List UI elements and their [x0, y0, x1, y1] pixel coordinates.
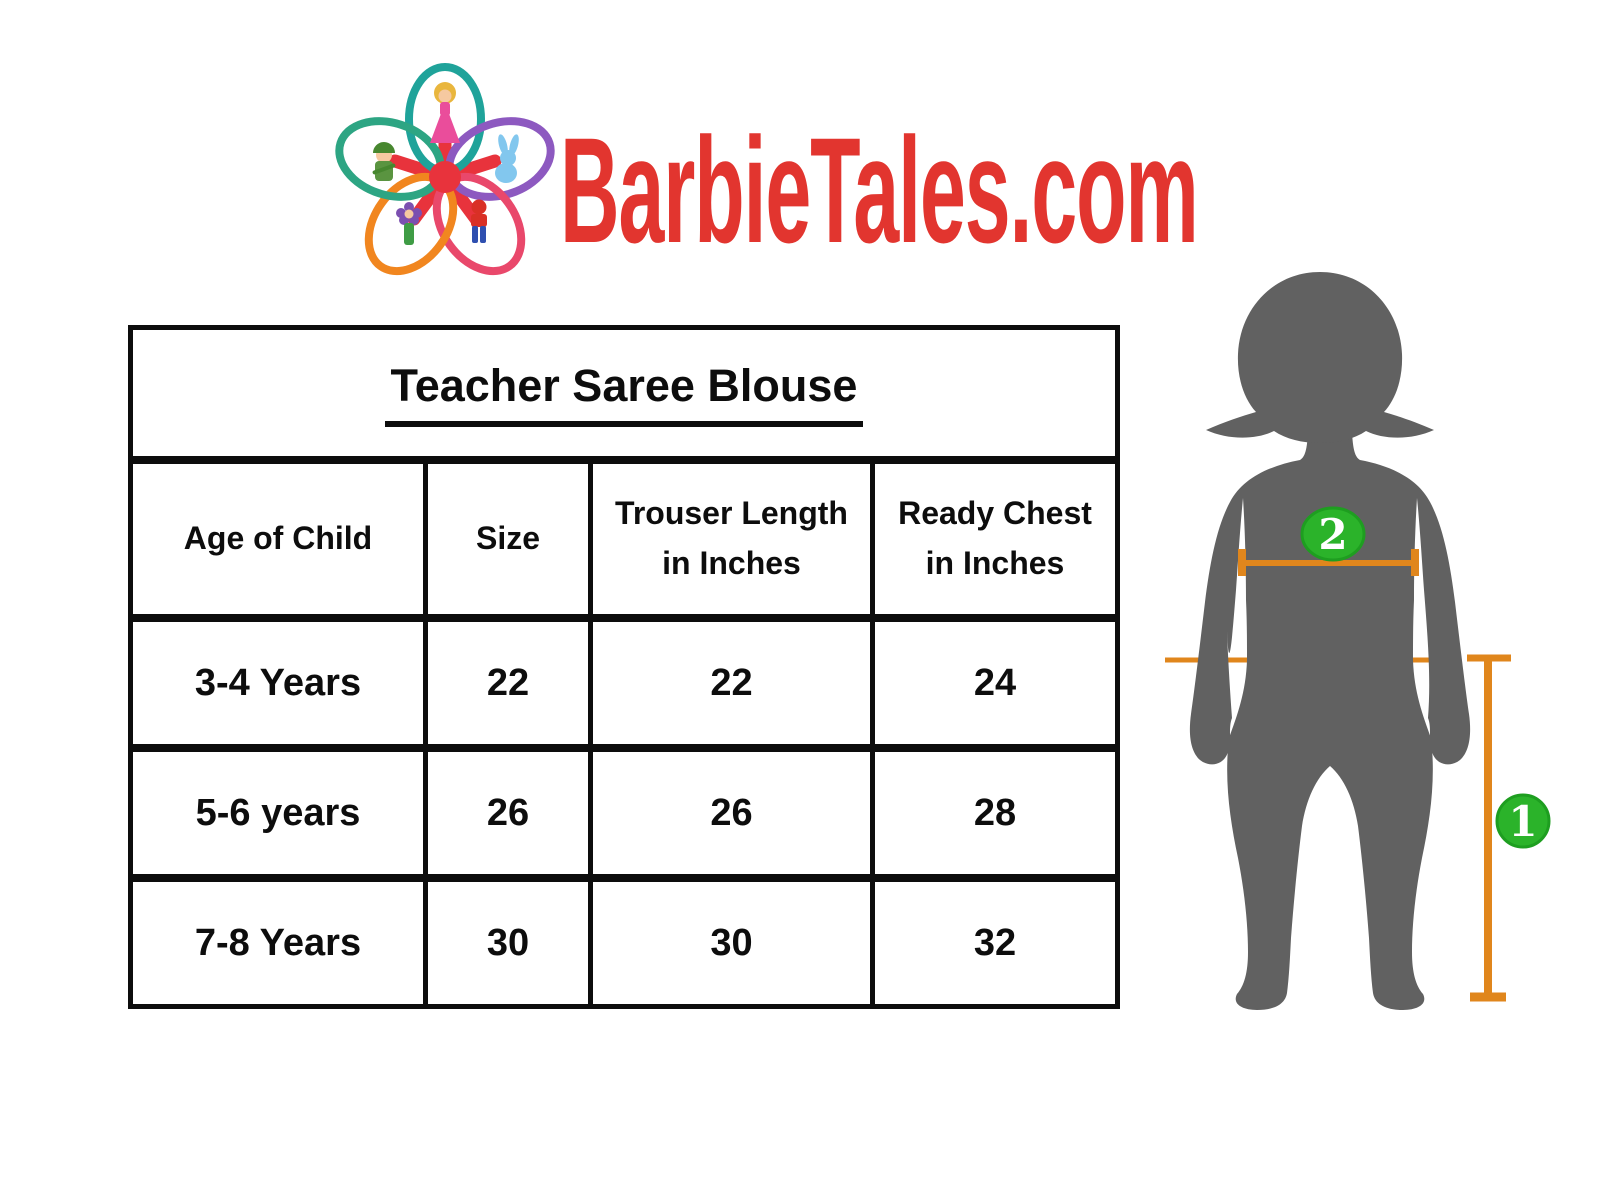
girl-hair [1206, 272, 1434, 443]
barbietales-flower-logo-icon [335, 63, 555, 276]
size-cell: 22 [423, 615, 593, 752]
size-cell: 30 [423, 875, 593, 1009]
chest-measure-line [1238, 549, 1419, 576]
header-row: Age of Child Size Trouser Length in Inch… [128, 457, 1120, 622]
table-row: 5-6 years 26 26 28 [128, 745, 1120, 882]
table-row: 7-8 Years 30 30 32 [128, 875, 1120, 1009]
chest-marker-badge: 2 [1300, 506, 1366, 562]
size-chart-table: Teacher Saree Blouse Age of Child Size T… [128, 325, 1120, 1009]
blue-bunny-icon [495, 134, 519, 183]
spiderman-icon [471, 199, 487, 243]
column-header-ready-chest: Ready Chest in Inches [870, 457, 1120, 622]
site-title: BarbieTales.com [560, 106, 1199, 274]
chart-title: Teacher Saree Blouse [384, 360, 864, 427]
ready-chest-cell: 28 [870, 745, 1120, 882]
length-measure-line [1467, 654, 1511, 1002]
title-row: Teacher Saree Blouse [128, 325, 1120, 464]
barbie-doll-icon [430, 82, 460, 143]
column-header-size: Size [423, 457, 593, 622]
age-cell: 7-8 Years [128, 875, 428, 1009]
chest-marker-number: 2 [1318, 510, 1347, 559]
title-cell: Teacher Saree Blouse [128, 325, 1120, 464]
column-header-age: Age of Child [128, 457, 428, 622]
length-marker-badge: 1 [1495, 793, 1551, 849]
age-cell: 5-6 years [128, 745, 428, 882]
child-silhouette-icon [1189, 272, 1471, 1010]
flower-kid-icon [396, 202, 422, 245]
soldier-boy-icon [372, 142, 396, 181]
column-header-trouser-length: Trouser Length in Inches [588, 457, 875, 622]
table-row: 3-4 Years 22 22 24 [128, 615, 1120, 752]
age-cell: 3-4 Years [128, 615, 428, 752]
size-cell: 26 [423, 745, 593, 882]
logo-center-dot [429, 161, 461, 193]
trouser-length-cell: 30 [588, 875, 875, 1009]
ready-chest-cell: 32 [870, 875, 1120, 1009]
ready-chest-cell: 24 [870, 615, 1120, 752]
measurement-figure: 2 1 [1165, 272, 1551, 1010]
trouser-length-cell: 26 [588, 745, 875, 882]
length-marker-number: 1 [1508, 797, 1537, 846]
trouser-length-cell: 22 [588, 615, 875, 752]
